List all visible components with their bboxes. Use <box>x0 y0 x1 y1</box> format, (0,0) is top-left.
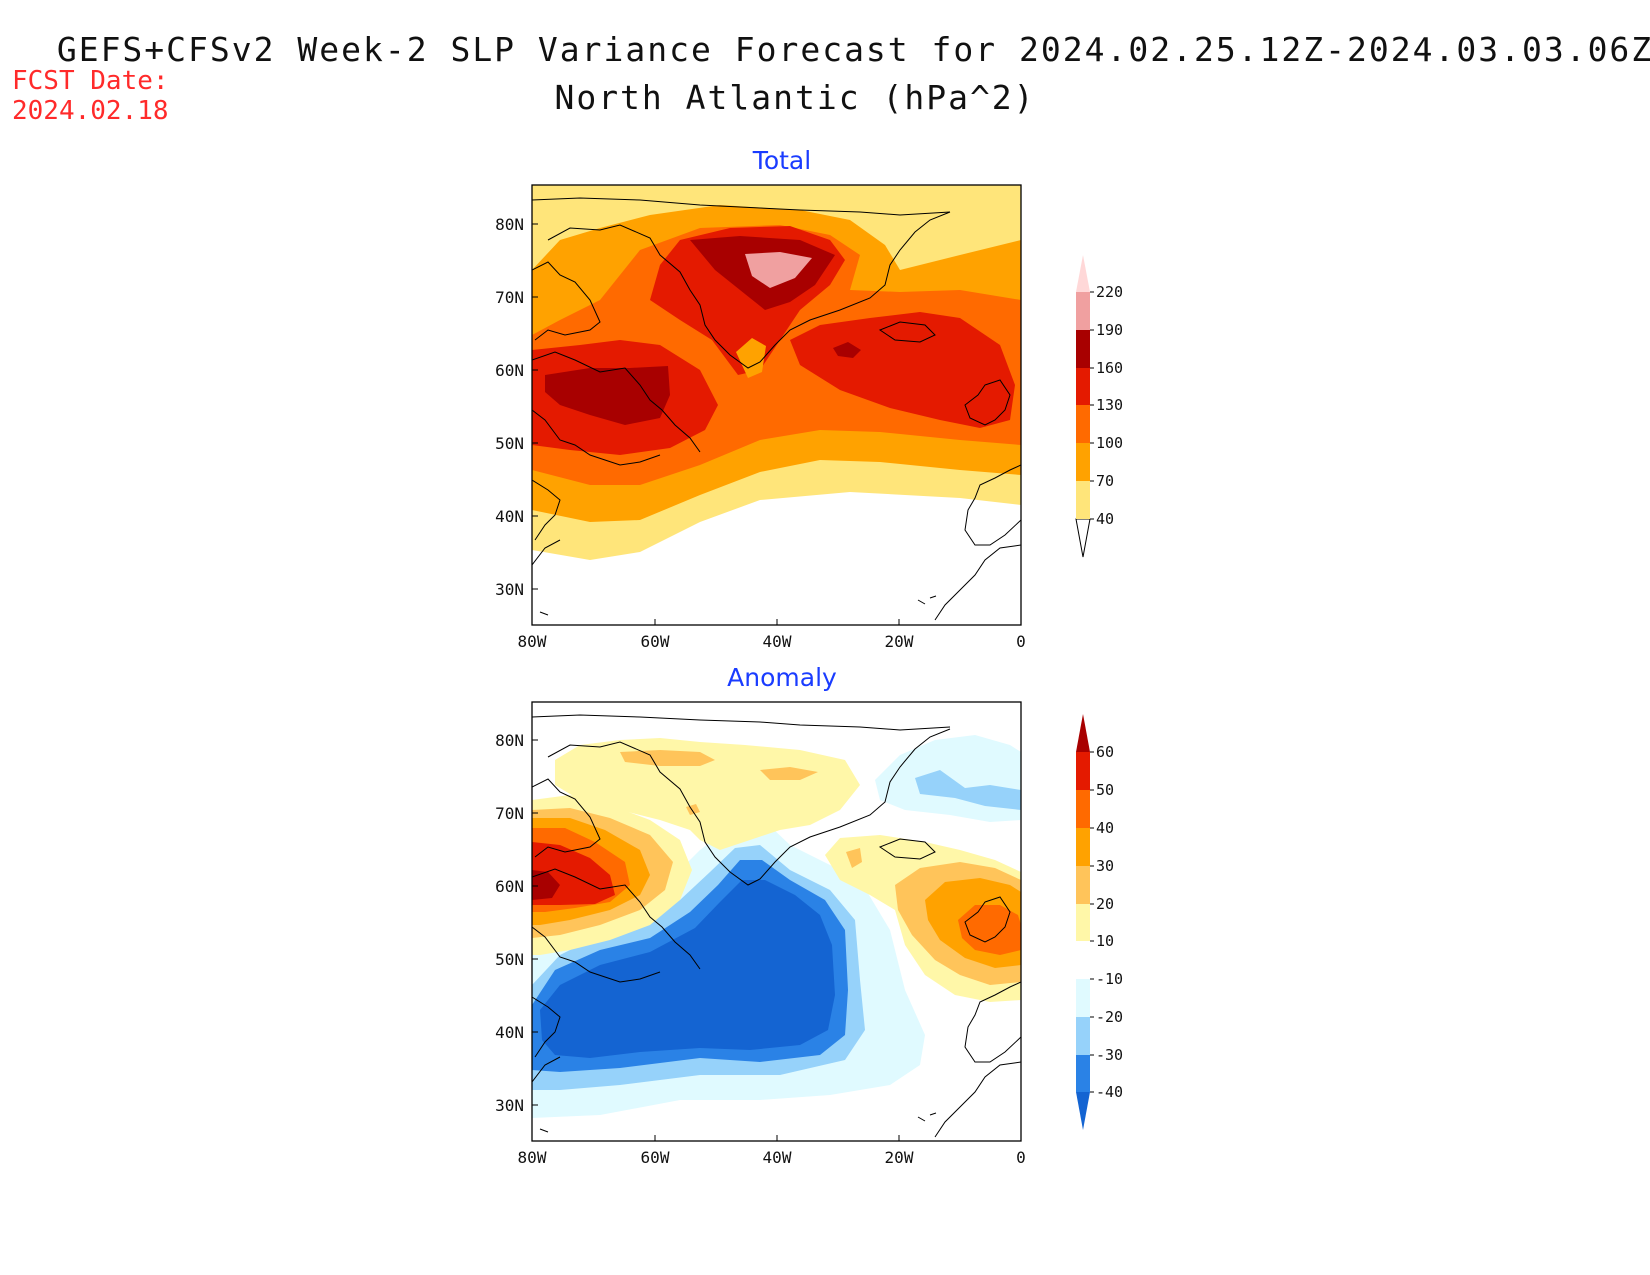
total-colorbar-swatch-40 <box>1076 481 1090 519</box>
anomaly-colorbar-label-neg30: -30 <box>1096 1046 1123 1064</box>
anomaly-lon-label-60w: 60W <box>641 1148 670 1167</box>
total-lon-label-80w: 80W <box>518 632 547 651</box>
anomaly-colorbar-label-20: 20 <box>1096 895 1114 913</box>
anomaly-band-pos40-east <box>958 905 1021 955</box>
anomaly-colorbar-label-50: 50 <box>1096 781 1114 799</box>
anomaly-contours <box>532 735 1021 1118</box>
anomaly-lat-label-30n: 30N <box>495 1096 524 1115</box>
anomaly-colorbar-swatch-neg30-neg40 <box>1076 1055 1090 1092</box>
anomaly-axis-ticks <box>532 739 900 1141</box>
anomaly-colorbar-swatch-neutral <box>1076 941 1090 979</box>
total-colorbar-label-130: 130 <box>1096 396 1123 414</box>
total-lat-label-60n: 60N <box>495 361 524 380</box>
panel-title-anomaly: Anomaly <box>727 663 837 692</box>
anomaly-colorbar-tail-bottom <box>1076 1092 1090 1130</box>
total-lon-label-40w: 40W <box>763 632 792 651</box>
total-coastlines <box>532 197 1021 621</box>
total-colorbar-label-40: 40 <box>1096 510 1114 528</box>
total-colorbar-swatch-130 <box>1076 368 1090 405</box>
total-colorbar-label-100: 100 <box>1096 434 1123 452</box>
anomaly-colorbar-tail-top <box>1076 714 1090 752</box>
anomaly-lat-label-70n: 70N <box>495 804 524 823</box>
anomaly-band-pos20-b <box>760 767 818 780</box>
total-colorbar-label-190: 190 <box>1096 321 1123 339</box>
total-lat-label-50n: 50N <box>495 434 524 453</box>
total-colorbar: 40 70 100 130 160 190 220 <box>1075 255 1123 558</box>
total-lon-label-60w: 60W <box>641 632 670 651</box>
total-colorbar-swatch-100 <box>1076 405 1090 443</box>
anomaly-colorbar-swatch-10-20 <box>1076 904 1090 941</box>
map-title: GEFS+CFSv2 Week-2 SLP Variance Forecast … <box>56 30 1650 69</box>
total-colorbar-tail-top <box>1076 255 1090 292</box>
panel-title-total: Total <box>752 146 812 175</box>
total-colorbar-swatch-190 <box>1076 292 1090 330</box>
anomaly-colorbar-swatch-neg10-neg20 <box>1076 979 1090 1017</box>
total-band-130-c <box>790 312 1015 428</box>
anomaly-band-neg40 <box>540 880 835 1058</box>
anomaly-colorbar-label-10: 10 <box>1096 932 1114 950</box>
anomaly-band-pos20-a <box>620 750 715 766</box>
anomaly-lon-label-0: 0 <box>1016 1148 1026 1167</box>
total-colorbar-label-220: 220 <box>1096 283 1123 301</box>
anomaly-lon-label-20w: 20W <box>885 1148 914 1167</box>
anomaly-colorbar-label-neg40: -40 <box>1096 1083 1123 1101</box>
anomaly-lat-label-50n: 50N <box>495 950 524 969</box>
anomaly-coastlines <box>532 714 1021 1138</box>
anomaly-band-pos20-east-small <box>846 848 862 868</box>
fcst-date-label: FCST Date: <box>12 66 169 96</box>
fcst-date-value: 2024.02.18 <box>12 96 169 126</box>
total-lat-label-70n: 70N <box>495 288 524 307</box>
anomaly-band-pos60-west <box>532 870 560 900</box>
anomaly-colorbar-label-60: 60 <box>1096 743 1114 761</box>
total-colorbar-label-160: 160 <box>1096 359 1123 377</box>
total-colorbar-swatch-160 <box>1076 330 1090 368</box>
anomaly-map: 80N 70N 60N 50N 40N 30N 80W 60W 40W 20W … <box>495 701 1123 1167</box>
anomaly-lat-label-80n: 80N <box>495 731 524 750</box>
anomaly-lat-label-60n: 60N <box>495 877 524 896</box>
map-subtitle: North Atlantic (hPa^2) <box>554 78 1036 117</box>
total-lon-label-20w: 20W <box>885 632 914 651</box>
anomaly-colorbar-label-neg10: -10 <box>1096 970 1123 988</box>
total-axis-ticks <box>532 223 900 625</box>
anomaly-colorbar-swatch-20-30 <box>1076 866 1090 904</box>
total-colorbar-tail-bottom <box>1075 518 1091 558</box>
anomaly-band-neg20-ne <box>915 770 1021 810</box>
anomaly-lon-label-40w: 40W <box>763 1148 792 1167</box>
total-map: 80N 70N 60N 50N 40N 30N 80W 60W 40W 20W … <box>495 184 1123 651</box>
total-colorbar-swatch-70 <box>1076 443 1090 481</box>
total-band-160-c <box>833 342 861 358</box>
total-lat-label-30n: 30N <box>495 580 524 599</box>
anomaly-colorbar-swatch-40-50 <box>1076 790 1090 828</box>
anomaly-colorbar-label-30: 30 <box>1096 857 1114 875</box>
anomaly-lon-label-80w: 80W <box>518 1148 547 1167</box>
anomaly-lat-label-40n: 40N <box>495 1023 524 1042</box>
total-colorbar-label-70: 70 <box>1096 472 1114 490</box>
total-band-190 <box>745 252 812 288</box>
anomaly-colorbar-label-neg20: -20 <box>1096 1008 1123 1026</box>
total-band-160-a <box>545 366 670 425</box>
total-lat-label-40n: 40N <box>495 507 524 526</box>
anomaly-colorbar-label-40: 40 <box>1096 819 1114 837</box>
anomaly-colorbar-swatch-30-40 <box>1076 828 1090 866</box>
anomaly-colorbar: 60 50 40 30 20 10 -10 -20 -30 -40 <box>1076 714 1123 1130</box>
total-notch-100 <box>736 338 766 378</box>
total-lon-label-0: 0 <box>1016 632 1026 651</box>
anomaly-colorbar-swatch-neg20-neg30 <box>1076 1017 1090 1055</box>
total-lat-label-80n: 80N <box>495 215 524 234</box>
anomaly-colorbar-swatch-50-60 <box>1076 752 1090 790</box>
anomaly-band-pos10-north <box>555 738 860 850</box>
total-contours <box>532 185 1021 560</box>
